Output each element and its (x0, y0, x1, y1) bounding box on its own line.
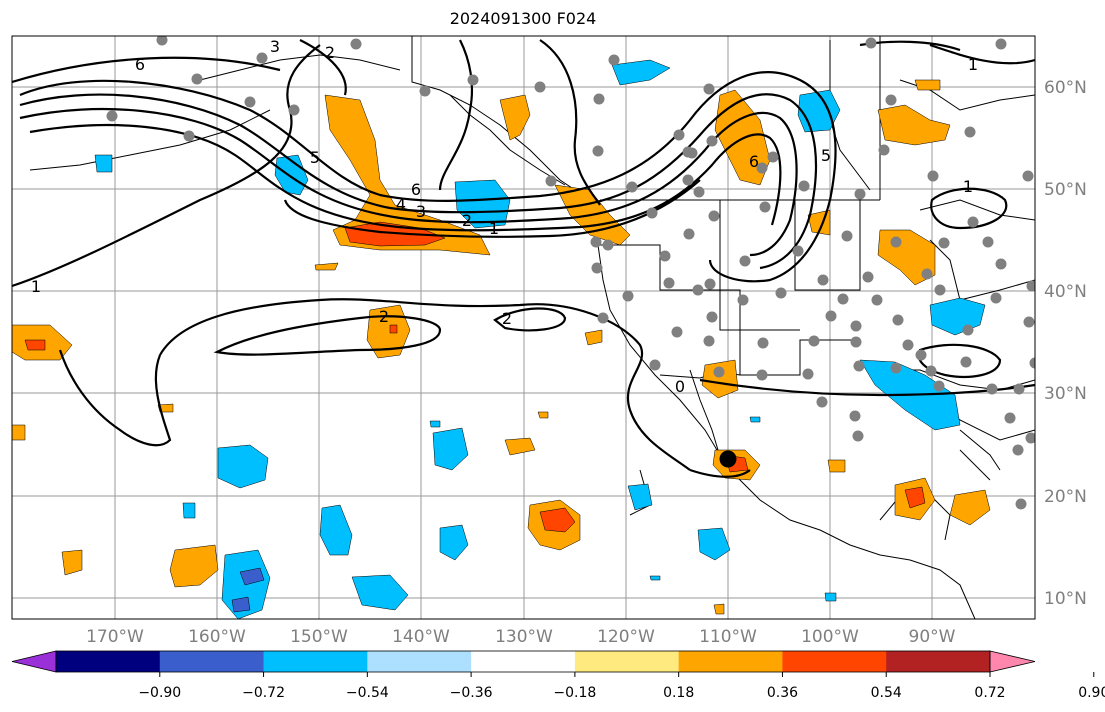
lon-label: 120°W (597, 627, 655, 647)
colorbar-tick-label: 0.18 (663, 685, 694, 701)
contour-label: 6 (135, 55, 145, 74)
colorbar-tick-label: 0.90 (1078, 685, 1105, 701)
colorbar-extend-min (11, 650, 57, 673)
map-area: 6 2 3 5 6 4 3 2 1 6 5 1 1 2 2 0 1 (12, 36, 1035, 619)
contour-label: 5 (821, 146, 831, 165)
colorbar-tick-label: −0.54 (346, 685, 389, 701)
colorbar-tick-label: −0.18 (553, 685, 596, 701)
colorbar-tick-label: −0.36 (450, 685, 493, 701)
colorbar-tick-label: 0.36 (767, 685, 798, 701)
contour-label-group: 6 2 3 5 6 4 3 2 1 6 5 1 1 2 2 0 1 (31, 37, 978, 396)
latitude-axis: 60°N 50°N 40°N 30°N 20°N 10°N (1044, 78, 1087, 609)
colorbar-extend-max (989, 650, 1036, 673)
contour-label: 1 (31, 277, 41, 296)
contour-label: 3 (270, 37, 280, 56)
map-frame (11, 35, 1036, 620)
colorbar: −0.90 −0.72 −0.54 −0.36 −0.18 0.18 0.36 0.54 0.7… (11, 650, 1105, 701)
lon-label: 170°W (86, 627, 144, 647)
contour-label: 2 (462, 211, 472, 230)
colorbar-segment (56, 651, 161, 672)
contour-label: 1 (968, 55, 978, 74)
contour-label: 2 (379, 307, 389, 326)
lon-label: 140°W (392, 627, 450, 647)
lon-label: 100°W (801, 627, 859, 647)
contour-label: 5 (310, 148, 320, 167)
location-marker (719, 450, 737, 468)
colorbar-segment (471, 651, 576, 672)
contour-label: 1 (963, 177, 973, 196)
colorbar-segment (886, 651, 991, 672)
lat-label: 10°N (1044, 589, 1087, 609)
lon-label: 150°W (290, 627, 348, 647)
contour-lines (12, 39, 1035, 478)
colorbar-tick-label: 0.54 (871, 685, 902, 701)
colorbar-frame (55, 650, 991, 673)
map-title: 2024091300 F024 (449, 9, 597, 28)
anomaly-fills (12, 59, 991, 619)
gridlines (12, 36, 1035, 619)
colorbar-segment (574, 651, 680, 672)
station-dots (106, 36, 1035, 510)
contour-label: 2 (325, 43, 335, 62)
contour-label: 6 (749, 152, 759, 171)
lat-label: 60°N (1044, 78, 1087, 98)
colorbar-tick-label: −0.90 (138, 685, 181, 701)
contour-label: 0 (675, 377, 685, 396)
lon-label: 130°W (495, 627, 553, 647)
longitude-axis: 170°W 160°W 150°W 140°W 130°W 120°W 110°… (86, 627, 956, 647)
colorbar-segment (263, 651, 368, 672)
colorbar-segment (367, 651, 472, 672)
contour-label: 3 (416, 202, 426, 221)
contour-label: 6 (411, 180, 421, 199)
contour-label: 2 (502, 309, 512, 328)
contour-label: 4 (396, 195, 406, 214)
contour-label: 1 (489, 219, 499, 238)
colorbar-segment (782, 651, 887, 672)
colorbar-tick-label: −0.72 (242, 685, 285, 701)
colorbar-segment (159, 651, 265, 672)
colorbar-segment (678, 651, 783, 672)
lat-label: 50°N (1044, 180, 1087, 200)
lat-label: 30°N (1044, 384, 1087, 404)
colorbar-tick-label: 0.72 (974, 685, 1005, 701)
lon-label: 90°W (909, 627, 956, 647)
lon-label: 110°W (699, 627, 757, 647)
lat-label: 20°N (1044, 487, 1087, 507)
lon-label: 160°W (188, 627, 246, 647)
lat-label: 40°N (1044, 282, 1087, 302)
